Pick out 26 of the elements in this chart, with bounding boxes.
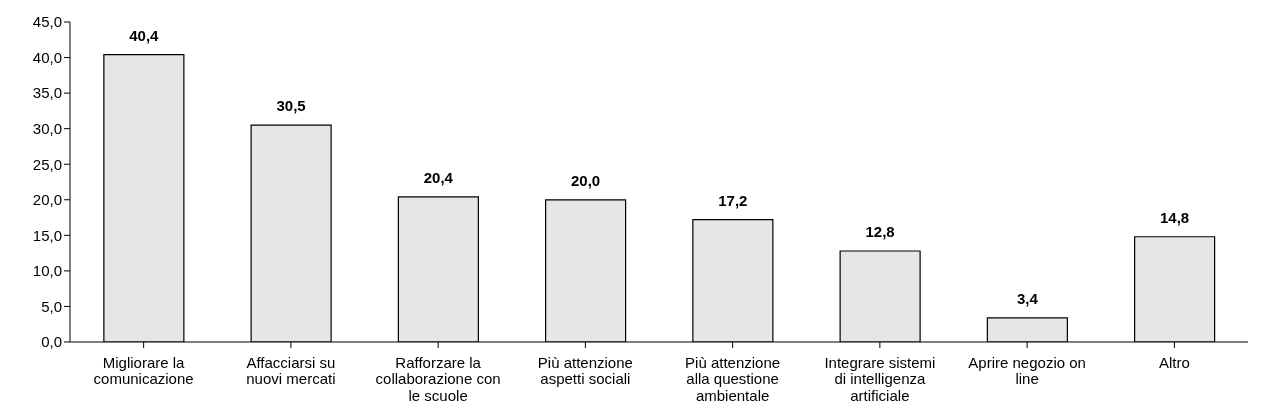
y-tick-label: 40,0 [32, 48, 62, 66]
y-tick-label: 25,0 [32, 155, 62, 173]
x-tick-label: Altro [1158, 353, 1190, 371]
data-label: 3,4 [1016, 289, 1039, 307]
y-tick-label: 35,0 [32, 84, 62, 102]
data-label: 20,4 [423, 168, 454, 186]
y-tick-label: 5,0 [41, 297, 62, 315]
x-tick-label: Integrare sistemi di intelligenza artificiale [824, 353, 936, 404]
x-tick-label: Più attenzione alla questione ambientale [685, 353, 781, 404]
x-tick-label: Migliorare la comunicazione [93, 353, 194, 387]
y-tick-label: 30,0 [32, 119, 62, 137]
y-tick-label: 45,0 [32, 13, 62, 31]
y-tick-label: 10,0 [32, 262, 62, 280]
x-tick-label: Rafforzare la collaborazione con le scuole [375, 353, 501, 404]
y-tick-label: 15,0 [32, 226, 62, 244]
data-label: 17,2 [718, 191, 748, 209]
y-tick-label: 20,0 [32, 191, 62, 209]
data-label: 40,4 [129, 26, 160, 44]
data-label: 30,5 [276, 97, 306, 115]
x-tick-label: Aprire negozio on line [968, 353, 1086, 387]
data-label: 20,0 [571, 171, 601, 189]
x-tick-label: Affacciarsi su nuovi mercati [246, 353, 336, 387]
x-tick-label: Più attenzione aspetti sociali [537, 353, 633, 387]
data-label: 14,8 [1160, 208, 1190, 226]
data-label: 12,8 [865, 222, 895, 240]
y-tick-label: 0,0 [41, 333, 62, 351]
